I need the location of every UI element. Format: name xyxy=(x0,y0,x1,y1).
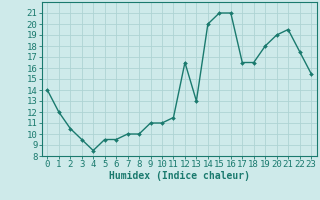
X-axis label: Humidex (Indice chaleur): Humidex (Indice chaleur) xyxy=(109,171,250,181)
